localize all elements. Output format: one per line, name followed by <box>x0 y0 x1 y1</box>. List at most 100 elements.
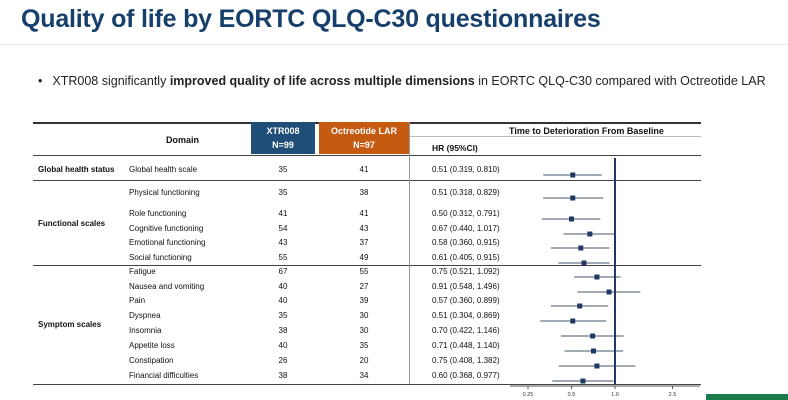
octreotide-value: 38 <box>359 188 369 197</box>
hr-point <box>570 318 576 324</box>
domain-label: Insomnia <box>129 326 162 335</box>
x-tick-label: 0.25 <box>523 392 534 398</box>
xtr008-value: 41 <box>278 209 288 218</box>
ttd-header-rule <box>409 136 701 137</box>
xtr008-value: 67 <box>278 267 288 276</box>
xtr008-value: 43 <box>278 238 288 247</box>
domain-label: Role functioning <box>129 209 187 218</box>
octreotide-value: 34 <box>359 371 369 380</box>
group-functional: Functional scales <box>38 219 106 228</box>
hr-ci-label: 0.70 (0.422, 1.146) <box>432 326 500 335</box>
hr-ci-label: 0.57 (0.360, 0.899) <box>432 296 500 305</box>
octreotide-value: 43 <box>359 224 369 233</box>
hr-ci-label: 0.58 (0.360, 0.915) <box>432 238 500 247</box>
octreotide-value: 41 <box>359 165 369 174</box>
xtr008-n: N=99 <box>272 140 294 150</box>
bullet-text-bold: improved quality of life across multiple… <box>169 74 475 88</box>
domain-label: Appetite loss <box>129 341 175 350</box>
group-global-health: Global health status <box>38 165 115 174</box>
xtr008-value: 54 <box>278 224 288 233</box>
domain-header: Domain <box>166 135 200 145</box>
octreotide-value: 20 <box>359 356 369 365</box>
domain-label: Cognitive functioning <box>129 224 204 233</box>
hr-ci-label: 0.71 (0.448, 1.140) <box>432 341 500 350</box>
octreotide-name: Octreotide LAR <box>330 126 397 136</box>
octreotide-value: 37 <box>359 238 369 247</box>
domain-label: Social functioning <box>129 253 192 262</box>
hr-ci-label: 0.50 (0.312, 0.791) <box>432 209 500 218</box>
domain-label: Nausea and vomiting <box>129 282 205 291</box>
xtr008-value: 40 <box>278 282 288 291</box>
octreotide-value: 41 <box>359 209 369 218</box>
domain-label: Pain <box>129 296 146 305</box>
domain-label: Financial difficulties <box>129 371 199 380</box>
hr-point <box>577 303 583 309</box>
octreotide-value: 30 <box>359 311 369 320</box>
bullet-text-post: in EORTC QLQ-C30 compared with Octreotid… <box>474 74 766 88</box>
x-tick-label: 1.0 <box>611 392 619 398</box>
xtr008-value: 40 <box>278 296 288 305</box>
ttd-header: Time to Deterioration From Baseline <box>509 126 664 136</box>
hr-ci-label: 0.75 (0.408, 1.382) <box>432 356 500 365</box>
hr-ci-label: 0.75 (0.521, 1.092) <box>432 267 500 276</box>
hr-point <box>580 378 586 384</box>
hr-column-separator <box>409 122 410 384</box>
domain-label: Constipation <box>129 356 174 365</box>
xtr008-value: 55 <box>278 253 288 262</box>
octreotide-header: Octreotide LAR N=97 <box>319 122 409 154</box>
hr-point <box>569 216 574 222</box>
hr-point <box>581 260 587 266</box>
xtr008-name: XTR008 <box>266 126 300 136</box>
octreotide-value: 39 <box>359 296 369 305</box>
global-section-rule <box>33 180 701 181</box>
domain-label: Fatigue <box>129 267 156 276</box>
domain-label: Physical functioning <box>129 188 200 197</box>
xtr008-value: 38 <box>278 326 288 335</box>
domain-label: Global health scale <box>129 165 198 174</box>
table-bottom-rule <box>33 384 701 385</box>
functional-section-rule <box>33 265 701 266</box>
page-title: Quality of life by EORTC QLQ-C30 questio… <box>21 5 601 33</box>
domain-label: Dyspnea <box>129 311 161 320</box>
bullet-marker: • <box>38 74 43 88</box>
octreotide-value: 30 <box>359 326 369 335</box>
corner-logo <box>706 394 788 400</box>
hr-ci-label: 0.67 (0.440, 1.017) <box>432 224 500 233</box>
header-bottom-rule <box>33 155 701 156</box>
xtr008-value: 38 <box>278 371 288 380</box>
hr-point <box>570 195 576 201</box>
hr-ci-label: 0.51 (0.318, 0.829) <box>432 188 500 197</box>
group-symptom: Symptom scales <box>38 320 102 329</box>
xtr008-value: 26 <box>278 356 288 365</box>
hr-point <box>570 172 576 178</box>
hr-ci-label: 0.91 (0.548, 1.496) <box>432 282 500 291</box>
hr-header: HR (95%CI) <box>432 143 478 153</box>
x-tick-label: 0.5 <box>568 392 576 398</box>
hr-point <box>590 333 596 339</box>
octreotide-value: 27 <box>359 282 369 291</box>
xtr008-value: 35 <box>278 311 288 320</box>
octreotide-n: N=97 <box>353 140 375 150</box>
hr-ci-label: 0.51 (0.304, 0.869) <box>432 311 500 320</box>
hr-point <box>587 231 593 237</box>
hr-ci-label: 0.61 (0.405, 0.915) <box>432 253 500 262</box>
octreotide-value: 35 <box>359 341 369 350</box>
xtr008-value: 40 <box>278 341 288 350</box>
hr-ci-label: 0.60 (0.368, 0.977) <box>432 371 500 380</box>
hr-point <box>594 274 600 280</box>
hr-point <box>578 245 584 251</box>
summary-bullet: • XTR008 significantly improved quality o… <box>38 74 766 88</box>
hr-point <box>606 289 612 295</box>
xtr008-header: XTR008 N=99 <box>251 122 315 154</box>
xtr008-value: 35 <box>278 188 288 197</box>
hr-point <box>594 363 600 369</box>
title-divider <box>0 44 788 45</box>
hr-point <box>591 348 597 354</box>
octreotide-value: 49 <box>359 253 369 262</box>
hr-ci-label: 0.51 (0.319, 0.810) <box>432 165 500 174</box>
domain-label: Emotional functioning <box>129 238 206 247</box>
bullet-text-pre: XTR008 significantly <box>52 74 170 88</box>
octreotide-value: 55 <box>359 267 369 276</box>
x-tick-label: 2.5 <box>669 392 677 398</box>
